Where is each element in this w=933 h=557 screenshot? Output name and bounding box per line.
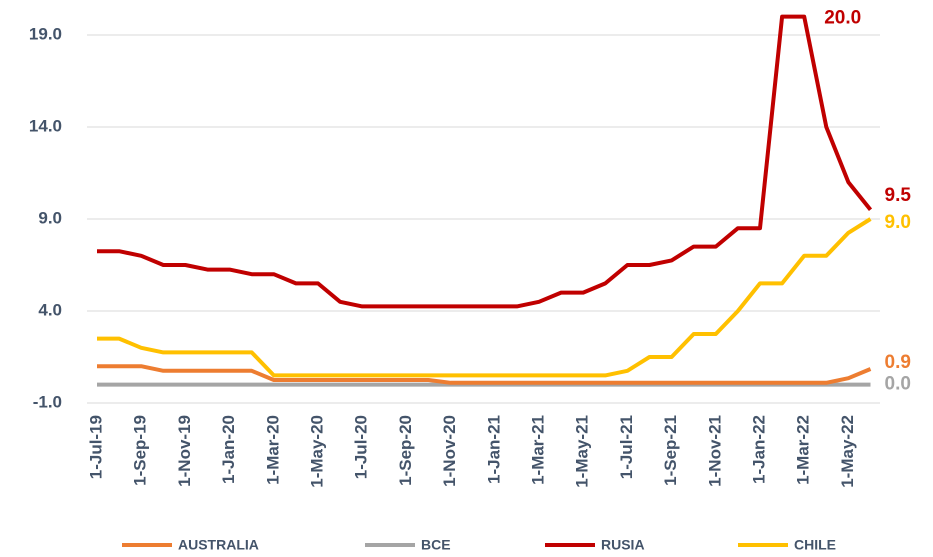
y-tick-label: -1.0 xyxy=(33,392,62,411)
value-label: 9.0 xyxy=(885,212,911,233)
x-tick-label: 1-Nov-21 xyxy=(705,415,724,487)
series-line xyxy=(97,217,872,378)
x-tick-label: 1-Nov-20 xyxy=(440,415,459,487)
x-tick-label: 1-Jul-19 xyxy=(86,415,105,479)
series-line xyxy=(97,14,873,309)
value-label: 20.0 xyxy=(824,8,861,29)
x-tick-label: 1-Sep-21 xyxy=(661,415,680,486)
x-tick-label: 1-May-20 xyxy=(307,415,326,488)
y-tick-label: 9.0 xyxy=(38,208,62,227)
x-tick-label: 1-Mar-21 xyxy=(528,415,547,485)
y-tick-label: 19.0 xyxy=(29,24,62,43)
x-tick-label: 1-Jul-21 xyxy=(617,415,636,479)
x-tick-label: 1-Sep-20 xyxy=(396,415,415,486)
series-line xyxy=(97,364,872,385)
value-label: 9.5 xyxy=(885,185,912,206)
legend-label: BCE xyxy=(421,537,451,553)
x-tick-label: 1-May-21 xyxy=(573,415,592,488)
value-label: 0.0 xyxy=(885,374,911,395)
x-tick-label: 1-Sep-19 xyxy=(131,415,150,486)
value-label: 0.9 xyxy=(885,352,911,373)
x-tick-label: 1-Nov-19 xyxy=(175,415,194,487)
x-tick-label: 1-Jan-21 xyxy=(484,415,503,484)
y-tick-label: 4.0 xyxy=(38,300,62,319)
x-tick-label: 1-Jan-22 xyxy=(749,415,768,484)
x-tick-label: 1-Mar-22 xyxy=(794,415,813,485)
x-tick-label: 1-Jul-20 xyxy=(352,415,371,479)
x-tick-label: 1-Jan-20 xyxy=(219,415,238,484)
x-tick-label: 1-May-22 xyxy=(838,415,857,488)
legend-label: CHILE xyxy=(794,537,836,553)
x-tick-label: 1-Mar-20 xyxy=(263,415,282,485)
y-tick-label: 14.0 xyxy=(29,116,62,135)
legend-label: RUSIA xyxy=(601,537,645,553)
legend-label: AUSTRALIA xyxy=(178,537,259,553)
